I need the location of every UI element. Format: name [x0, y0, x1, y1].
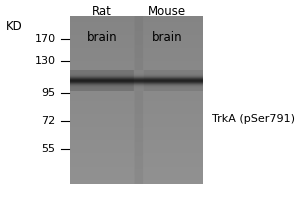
Text: Mouse: Mouse [148, 5, 186, 18]
Text: brain: brain [87, 31, 118, 44]
Text: 130: 130 [35, 56, 56, 66]
Text: KD: KD [6, 20, 22, 32]
Text: 170: 170 [34, 34, 56, 44]
Text: 72: 72 [41, 116, 56, 126]
Text: brain: brain [152, 31, 182, 44]
Text: TrkA (pSer791): TrkA (pSer791) [212, 114, 295, 124]
Text: 55: 55 [42, 144, 56, 154]
Text: 95: 95 [41, 88, 56, 98]
Text: Rat: Rat [92, 5, 112, 18]
